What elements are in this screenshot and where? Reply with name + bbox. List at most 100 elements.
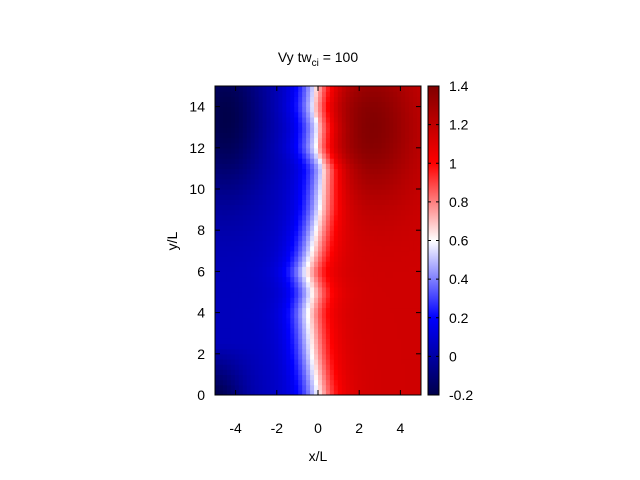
- heatmap-cell: [258, 101, 264, 108]
- heatmap-cell: [397, 219, 402, 226]
- heatmap-cell: [306, 116, 311, 123]
- heatmap-cell: [337, 255, 343, 262]
- heatmap-cell: [306, 183, 311, 190]
- heatmap-cell: [385, 132, 390, 139]
- heatmap-cell: [405, 91, 410, 97]
- heatmap-cell: [282, 147, 287, 154]
- heatmap-cell: [218, 152, 224, 159]
- heatmap-cell: [258, 317, 264, 324]
- heatmap-cell: [258, 348, 264, 355]
- heatmap-cell: [369, 245, 375, 252]
- heatmap-cell: [318, 384, 323, 391]
- heatmap-cell: [365, 116, 371, 123]
- heatmap-cell: [254, 225, 260, 231]
- heatmap-cell: [234, 142, 240, 149]
- heatmap-cell: [258, 261, 264, 267]
- heatmap-cell: [258, 230, 264, 236]
- heatmap-cell: [417, 168, 421, 175]
- heatmap-cell: [270, 183, 276, 190]
- heatmap-cell: [246, 389, 252, 395]
- heatmap-cell: [246, 152, 252, 159]
- heatmap-cell: [381, 209, 386, 216]
- heatmap-cell: [238, 333, 244, 339]
- heatmap-cell: [377, 255, 382, 262]
- heatmap-cell: [242, 214, 248, 221]
- heatmap-cell: [397, 317, 402, 324]
- heatmap-cell: [333, 183, 339, 190]
- heatmap-cell: [353, 374, 359, 381]
- heatmap-cell: [393, 276, 398, 283]
- heatmap-cell: [238, 266, 244, 272]
- heatmap-cell: [238, 358, 244, 365]
- heatmap-cell: [349, 173, 355, 180]
- heatmap-cell: [226, 379, 232, 386]
- heatmap-cell: [250, 194, 256, 200]
- heatmap-cell: [250, 214, 256, 221]
- heatmap-cell: [290, 261, 295, 267]
- heatmap-cell: [341, 240, 347, 247]
- heatmap-cell: [369, 199, 375, 206]
- heatmap-cell: [385, 369, 390, 375]
- heatmap-cell: [234, 328, 240, 334]
- heatmap-cell: [357, 116, 363, 123]
- heatmap-cell: [325, 142, 331, 149]
- heatmap-cell: [333, 302, 339, 309]
- heatmap-cell: [397, 199, 402, 206]
- heatmap-cell: [413, 96, 418, 103]
- heatmap-cell: [215, 235, 220, 242]
- heatmap-cell: [369, 286, 375, 293]
- heatmap-cell: [274, 348, 279, 355]
- heatmap-cell: [369, 137, 375, 144]
- heatmap-cell: [377, 209, 382, 216]
- heatmap-cell: [242, 276, 248, 283]
- heatmap-cell: [373, 225, 379, 231]
- heatmap-cell: [238, 235, 244, 242]
- heatmap-cell: [258, 137, 264, 144]
- heatmap-cell: [290, 163, 295, 169]
- heatmap-cell: [361, 276, 367, 283]
- heatmap-cell: [365, 302, 371, 309]
- heatmap-cell: [314, 302, 319, 309]
- heatmap-cell: [417, 194, 421, 200]
- heatmap-cell: [377, 204, 382, 211]
- heatmap-cell: [325, 261, 331, 267]
- heatmap-cell: [290, 307, 295, 314]
- heatmap-cell: [274, 163, 279, 169]
- heatmap-cell: [286, 333, 291, 339]
- heatmap-cell: [270, 389, 276, 395]
- heatmap-cell: [254, 183, 260, 190]
- heatmap-cell: [318, 266, 323, 272]
- heatmap-cell: [373, 389, 379, 395]
- heatmap-cell: [230, 142, 236, 149]
- heatmap-cell: [345, 189, 351, 195]
- heatmap-cell: [262, 302, 268, 309]
- heatmap-cell: [294, 358, 299, 365]
- heatmap-cell: [401, 199, 406, 206]
- heatmap-cell: [226, 286, 232, 293]
- heatmap-cell: [329, 183, 335, 190]
- heatmap-cell: [242, 101, 248, 108]
- heatmap-cell: [377, 183, 382, 190]
- heatmap-cell: [357, 245, 363, 252]
- heatmap-cell: [234, 168, 240, 175]
- heatmap-cell: [341, 116, 347, 123]
- heatmap-cell: [365, 173, 371, 180]
- heatmap-cell: [258, 240, 264, 247]
- heatmap-cell: [254, 358, 260, 365]
- heatmap-cell: [302, 333, 307, 339]
- heatmap-cell: [294, 137, 299, 144]
- heatmap-cell: [250, 379, 256, 386]
- heatmap-cell: [278, 214, 283, 221]
- heatmap-cell: [290, 281, 295, 288]
- heatmap-cell: [294, 281, 299, 288]
- heatmap-cell: [310, 271, 315, 278]
- heatmap-cell: [325, 333, 331, 339]
- heatmap-cell: [341, 261, 347, 267]
- heatmap-cell: [333, 106, 339, 113]
- heatmap-cell: [254, 111, 260, 118]
- heatmap-cell: [258, 333, 264, 339]
- heatmap-cell: [278, 183, 283, 190]
- heatmap-cell: [345, 389, 351, 395]
- heatmap-cell: [230, 183, 236, 190]
- heatmap-cell: [409, 369, 414, 375]
